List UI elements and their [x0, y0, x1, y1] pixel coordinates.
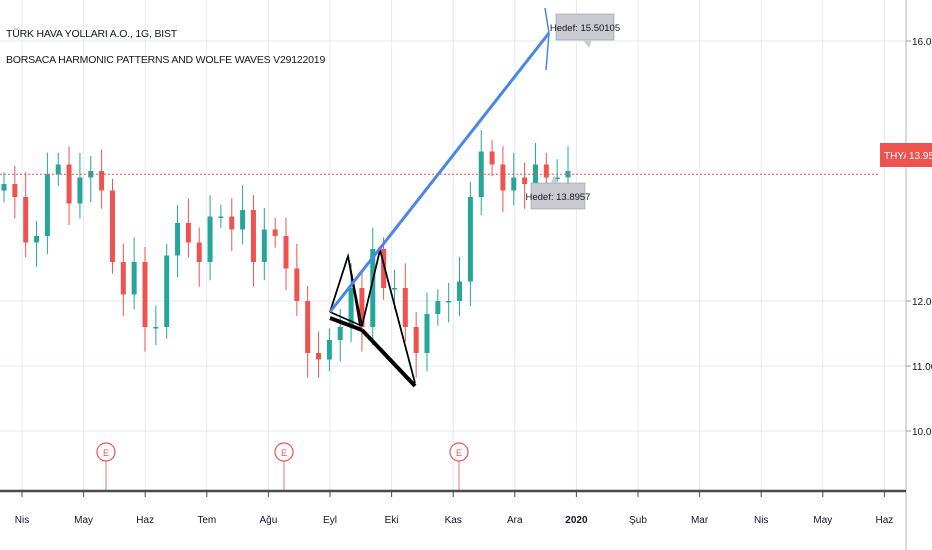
candle-body: [207, 216, 213, 262]
indicator-title: BORSACA HARMONIC PATTERNS AND WOLFE WAVE…: [6, 54, 326, 66]
candle-body: [489, 151, 495, 165]
price-tag-value: 13.95: [909, 151, 932, 162]
candle-body: [77, 177, 83, 204]
candle-body: [435, 301, 441, 314]
y-tick-label: 10.00: [912, 427, 932, 438]
svg-text:E: E: [281, 448, 287, 458]
x-tick-label: Eki: [385, 515, 399, 526]
candle-body: [337, 327, 343, 340]
candle-body: [457, 281, 463, 301]
candle-body: [522, 177, 528, 184]
harmonic-pattern: [329, 249, 417, 388]
x-tick-label: May: [813, 515, 832, 526]
candle-body: [543, 164, 549, 178]
candle-body: [240, 210, 246, 230]
candle-body: [34, 236, 40, 243]
candle-body: [305, 301, 311, 353]
svg-text:E: E: [456, 448, 462, 458]
candle-series: [1, 130, 571, 378]
candle-body: [164, 255, 170, 327]
earnings-marker-3[interactable]: E: [449, 442, 469, 490]
symbol-title: TÜRK HAVA YOLLARI A.O., 1G, BIST: [6, 28, 177, 40]
candle-body: [511, 177, 517, 191]
y-tick-label: 12.00: [912, 297, 932, 308]
candle-body: [326, 340, 332, 360]
earnings-marker-1[interactable]: E: [96, 442, 116, 490]
candle-body: [12, 184, 18, 197]
x-tick-label: Nis: [15, 515, 29, 526]
wolfe-wave-lines: [328, 7, 551, 313]
candle-body: [413, 327, 419, 353]
candle-body: [283, 236, 289, 269]
candle-body: [272, 229, 278, 236]
candle-body: [424, 314, 430, 353]
x-axis: Nis May Haz Tem Ağu Eyl Eki Kas Ara 2020 Şub Mar Nis…: [15, 491, 894, 526]
candle-body: [66, 164, 72, 204]
candle-body: [55, 164, 61, 175]
candle-body: [359, 288, 365, 327]
candle-body: [120, 262, 126, 295]
x-tick-label: Nis: [754, 515, 768, 526]
candle-body: [294, 268, 300, 301]
x-tick-label: 2020: [565, 515, 588, 526]
y-axis: 10.00 11.00 12.00 16.00: [906, 37, 932, 438]
candle-body: [218, 216, 224, 218]
candle-body: [99, 171, 105, 191]
x-tick-label: Ara: [507, 515, 523, 526]
candle-body: [500, 164, 506, 191]
grid: [0, 0, 906, 491]
candle-body: [142, 262, 148, 327]
y-tick-label: 16.00: [912, 37, 932, 48]
candle-body: [261, 229, 267, 262]
target-label-upper: Hedef: 15.50105: [550, 13, 620, 48]
x-tick-label: Ağu: [260, 515, 278, 526]
candle-body: [131, 262, 137, 295]
earnings-markers: E E E: [96, 442, 469, 490]
candle-body: [44, 174, 50, 236]
x-tick-label: Haz: [876, 515, 894, 526]
y-tick-label: 11.00: [912, 362, 932, 373]
x-tick-label: Haz: [136, 515, 154, 526]
candle-body: [381, 249, 387, 288]
candle-body: [370, 249, 376, 327]
x-tick-label: Tem: [197, 515, 216, 526]
candle-body: [554, 177, 560, 179]
candle-body: [175, 223, 181, 256]
candle-body: [229, 216, 235, 230]
candle-body: [391, 288, 397, 290]
x-tick-label: Mar: [691, 515, 709, 526]
candle-body: [185, 223, 191, 243]
candle-body: [153, 327, 159, 329]
x-tick-label: Eyl: [323, 515, 337, 526]
candle-body: [23, 197, 29, 243]
target-label-upper-text: Hedef: 15.50105: [550, 23, 620, 34]
price-tag-symbol: THYAO: [884, 151, 918, 162]
x-tick-label: Şub: [629, 515, 647, 526]
candle-body: [250, 210, 256, 262]
x-tick-label: May: [74, 515, 93, 526]
x-tick-label: Kas: [445, 515, 462, 526]
target-label-lower-text: Hedef: 13.8957: [526, 192, 591, 203]
candle-body: [348, 288, 354, 327]
candle-body: [88, 171, 94, 178]
svg-text:E: E: [103, 448, 109, 458]
candle-body: [467, 197, 473, 282]
candle-body: [196, 242, 202, 262]
candle-body: [532, 164, 538, 184]
earnings-marker-2[interactable]: E: [274, 442, 294, 490]
target-label-lower: Hedef: 13.8957: [526, 175, 591, 210]
candle-body: [1, 184, 7, 191]
candle-body: [109, 190, 115, 262]
candle-body: [316, 353, 322, 360]
candle-body: [446, 301, 452, 303]
candle-body: [402, 288, 408, 327]
